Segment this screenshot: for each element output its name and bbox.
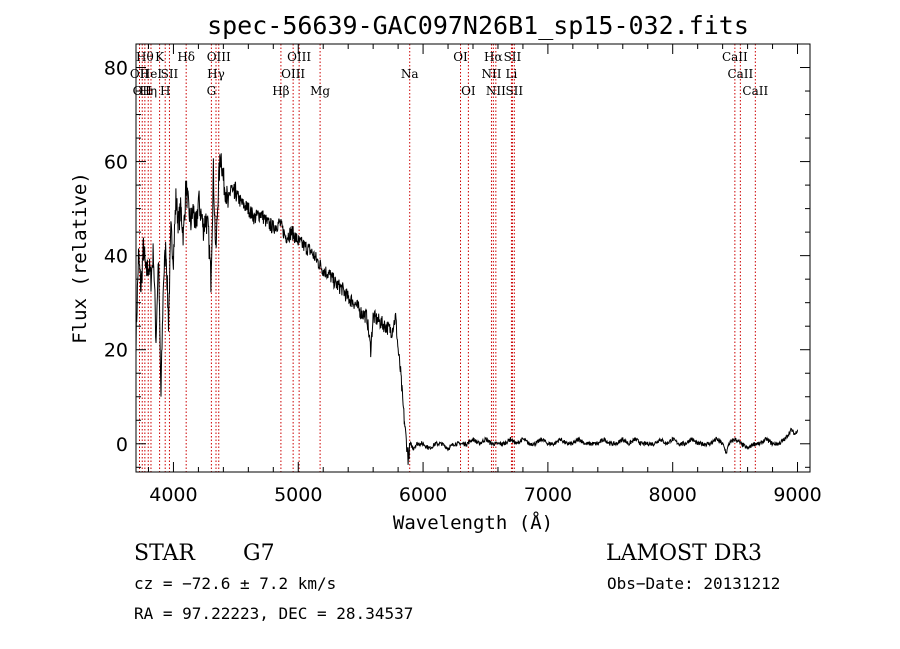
spectral-line-label: K xyxy=(155,50,165,64)
x-tick-label: 9000 xyxy=(773,484,821,506)
x-tick-label: 6000 xyxy=(399,484,447,506)
spectral-line-label: Li xyxy=(506,67,518,81)
y-axis-label: Flux (relative) xyxy=(69,172,91,344)
spectral-line-label: H xyxy=(160,84,170,98)
spectral-line-labels: OII OII Hθ Hη HeI K H SII Hδ G Hγ OIII Hβ OIII OIII Mg N… xyxy=(130,50,769,98)
spectral-line-label: Hα xyxy=(484,50,503,64)
x-tick-label: 7000 xyxy=(524,484,572,506)
obs-date-label: Obs−Date: 20131212 xyxy=(607,574,780,593)
spectral-line-label: Mg xyxy=(310,84,330,98)
spectral-line-label: OI xyxy=(453,50,468,64)
spectral-line-label: CaII xyxy=(722,50,748,64)
x-axis-label: Wavelength (Å) xyxy=(393,511,553,534)
spectral-line-label: Hγ xyxy=(207,67,225,81)
chart-title: spec-56639-GAC097N26B1_sp15-032.fits xyxy=(207,11,749,40)
coordinates-label: RA = 97.22223, DEC = 28.34537 xyxy=(134,604,413,623)
spectrum-line xyxy=(135,153,798,465)
subclass-label: G7 xyxy=(243,541,275,566)
spectral-line-label: SII xyxy=(161,67,179,81)
y-tick-label: 0 xyxy=(116,434,128,456)
x-tick-label: 4000 xyxy=(149,484,197,506)
class-label: STAR xyxy=(134,541,196,566)
spectrum-series xyxy=(135,153,798,465)
spectral-line-label: NII xyxy=(481,67,501,81)
x-axis-ticks: 4000 5000 6000 7000 8000 9000 xyxy=(147,44,822,506)
plot-frame xyxy=(135,43,811,473)
spectral-line-label: Na xyxy=(401,67,419,81)
y-tick-label: 80 xyxy=(104,58,128,80)
spectral-line-label: SII xyxy=(505,84,523,98)
y-tick-label: 40 xyxy=(104,246,128,268)
spectral-line-label: CaII xyxy=(727,67,753,81)
spectral-line-label: OIII xyxy=(207,50,231,64)
spectral-line-label: OII xyxy=(130,67,150,81)
spectral-line-label: OI xyxy=(461,84,476,98)
spectral-line-markers xyxy=(138,44,756,472)
y-tick-label: 20 xyxy=(104,340,128,362)
spectral-line-label: NII xyxy=(486,84,506,98)
spectral-line-label: Hθ xyxy=(136,50,154,64)
survey-label: LAMOST DR3 xyxy=(606,541,762,566)
spectral-line-label: OIII xyxy=(281,67,305,81)
x-tick-label: 8000 xyxy=(649,484,697,506)
spectral-line-label: G xyxy=(207,84,217,98)
spectral-line-label: Hη xyxy=(139,84,157,98)
spectral-line-label: HeI xyxy=(140,67,163,81)
y-tick-label: 60 xyxy=(104,152,128,174)
spectral-line-label: Hδ xyxy=(177,50,195,64)
redshift-label: cz = −72.6 ± 7.2 km/s xyxy=(134,574,336,593)
spectral-line-label: OII xyxy=(133,84,153,98)
y-axis-ticks: 0 20 40 60 80 xyxy=(104,43,810,468)
spectral-line-label: SII xyxy=(504,50,522,64)
x-tick-label: 5000 xyxy=(274,484,322,506)
spectral-line-label: CaII xyxy=(742,84,768,98)
spectral-line-label: OIII xyxy=(287,50,311,64)
spectral-line-label: Hβ xyxy=(272,84,289,98)
